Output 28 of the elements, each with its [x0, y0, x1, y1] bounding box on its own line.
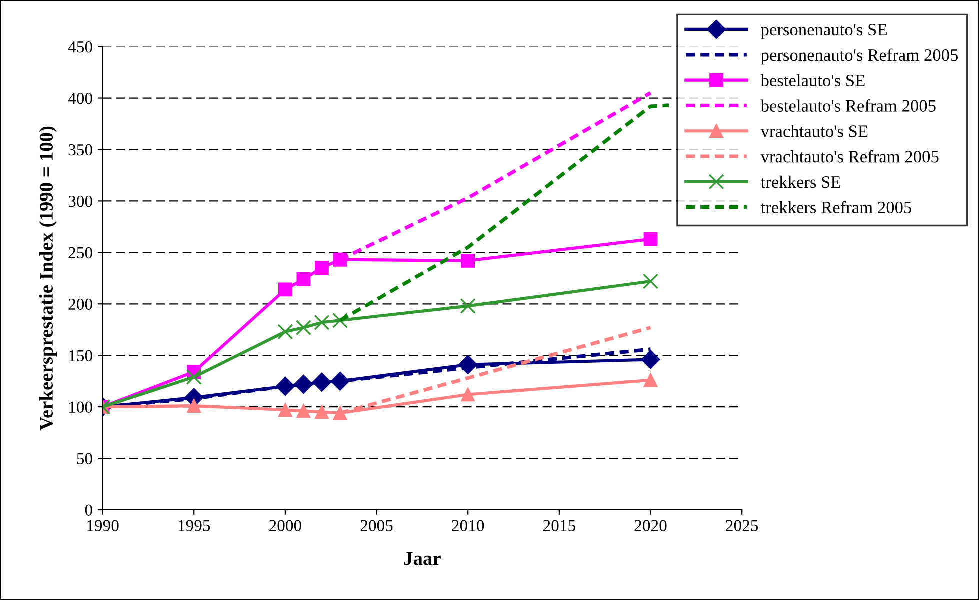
x-tick-label: 2010 — [452, 520, 484, 532]
legend-label: personenauto's SE — [761, 24, 887, 40]
legend-label: bestelauto's Refram 2005 — [760, 100, 936, 112]
x-tick-label: 2020 — [634, 520, 667, 532]
y-tick-label: 200 — [68, 298, 92, 310]
y-tick-label: 300 — [68, 196, 92, 208]
x-tick-label: 1990 — [88, 520, 119, 532]
y-tick-label: 150 — [70, 350, 92, 362]
legend-label: bestelauto's SE — [760, 74, 865, 87]
y-tick-label: 50 — [77, 453, 92, 464]
y-tick-label: 450 — [68, 42, 92, 53]
x-tick-label: 2025 — [726, 520, 758, 532]
y-tick-label: 400 — [68, 92, 92, 104]
x-axis-title: Jaar — [404, 552, 441, 566]
x-tick-label: 1995 — [178, 520, 210, 532]
y-tick-label: 0 — [85, 504, 92, 516]
y-tick-label: 350 — [68, 144, 92, 156]
legend-label: personenauto's Refram 2005 — [761, 48, 958, 65]
x-tick-label: 2000 — [270, 520, 302, 532]
y-tick-label: 100 — [70, 402, 92, 414]
legend-label: trekkers Refram 2005 — [760, 201, 912, 214]
x-tick-label: 2015 — [543, 520, 576, 532]
y-axis-title: Verkeersprestatie Index (1990 = 100) — [39, 126, 57, 431]
x-tick-label: 2005 — [360, 520, 393, 532]
legend-label: vrachtauto's Refram 2005 — [760, 150, 939, 163]
y-tick-label: 250 — [68, 247, 92, 259]
legend-label: trekkers SE — [760, 176, 840, 188]
legend-label: vrachtauto's SE — [760, 125, 868, 138]
